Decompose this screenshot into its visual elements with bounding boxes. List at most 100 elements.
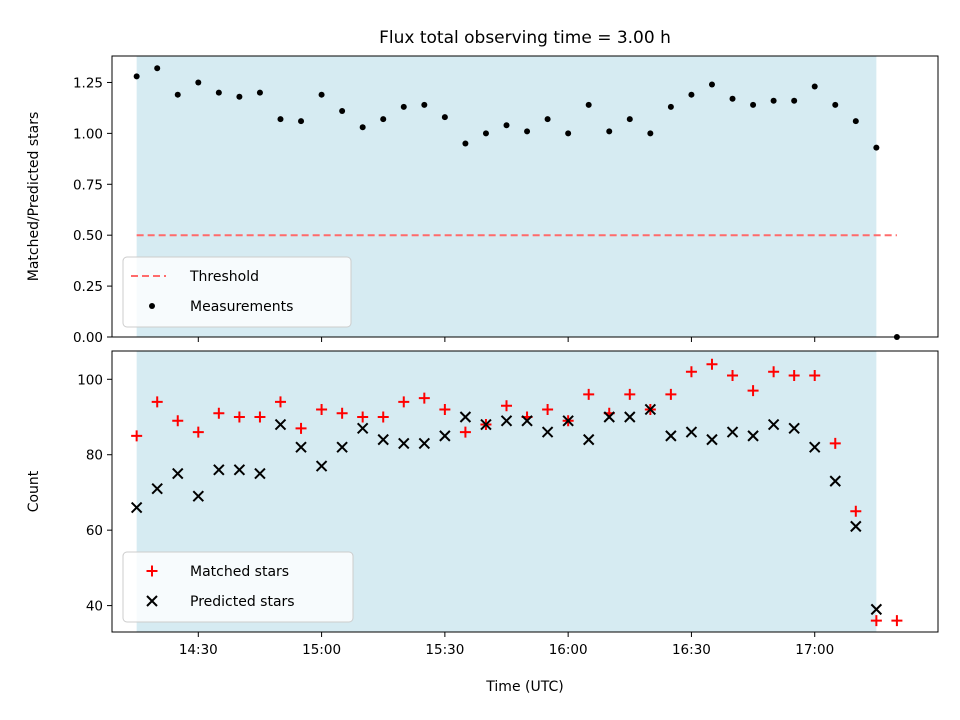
matched-star-point: [459, 426, 471, 438]
predicted-star-point: [295, 441, 307, 453]
measurement-point: [791, 97, 798, 104]
predicted-star-point: [459, 411, 472, 423]
chart-title: Flux total observing time = 3.00 h: [379, 28, 671, 48]
x-axis-label: Time (UTC): [485, 679, 563, 695]
measurement-point: [421, 101, 428, 108]
predicted-star-point: [151, 482, 163, 495]
predicted-star-point: [418, 437, 431, 450]
predicted-star-point: [809, 441, 821, 453]
matched-star-point: [747, 385, 759, 397]
legend: Matched stars Predicted stars: [122, 551, 354, 623]
y-axis-label: Count: [26, 470, 42, 512]
matched-star-point: [151, 396, 163, 408]
legend-predicted-swatch: [146, 595, 158, 607]
predicted-star-point: [624, 411, 636, 423]
measurement-point: [626, 116, 633, 123]
matched-star-point: [131, 430, 143, 442]
legend-label: Threshold: [189, 269, 259, 285]
measurement-point: [215, 89, 222, 96]
measurement-point: [133, 73, 140, 80]
legend-box: [122, 256, 352, 328]
measurement-point: [852, 118, 859, 125]
matched-star-point: [233, 411, 245, 423]
measurement-point: [544, 116, 551, 123]
legend-box: [122, 551, 354, 623]
measurement-point: [462, 140, 469, 147]
matched-star-point: [768, 366, 780, 378]
measurement-point: [750, 101, 757, 108]
x-tick-label: 16:00: [549, 642, 588, 658]
predicted-star-point: [562, 415, 574, 427]
predicted-star-point: [726, 426, 739, 438]
y-tick-label: 0.50: [73, 228, 103, 244]
measurement-point: [873, 144, 880, 151]
measurement-point: [359, 124, 366, 131]
predicted-star-point: [336, 441, 348, 453]
measurement-point: [195, 79, 202, 86]
y-tick-label: 40: [86, 599, 103, 615]
predicted-star-point: [130, 501, 143, 514]
plot-frame: [111, 350, 939, 633]
measurement-point: [380, 116, 387, 123]
predicted-star-point: [582, 433, 595, 446]
measurement-point: [770, 97, 777, 104]
measurement-point: [339, 107, 346, 114]
measurement-point: [585, 101, 592, 108]
matched-star-point: [172, 415, 184, 427]
y-tick-label: 80: [86, 448, 103, 464]
count-panel: 14:30 15:00 15:30 16:00 16:30 17:00 40 60 80 100 C…: [26, 350, 939, 658]
predicted-star-point: [788, 422, 800, 435]
y-tick-label: 100: [77, 372, 103, 388]
matched-star-point: [213, 407, 225, 419]
measurement-point: [318, 91, 325, 98]
matched-star-point: [624, 388, 636, 400]
matched-star-point: [357, 411, 369, 423]
measurement-point: [503, 122, 510, 129]
matched-star-point: [891, 615, 903, 627]
predicted-star-point: [685, 426, 698, 438]
legend-label: Matched stars: [190, 564, 289, 580]
matched-star-point: [809, 370, 821, 382]
predicted-star-point: [356, 422, 369, 435]
predicted-star-point: [274, 418, 287, 431]
matched-star-point: [685, 366, 697, 378]
predicted-star-point: [315, 460, 328, 472]
legend-measurement-swatch: [149, 303, 155, 309]
matched-star-point: [829, 437, 841, 449]
y-tick-label: 0.25: [73, 279, 103, 295]
matched-star-point: [706, 358, 718, 370]
predicted-star-point: [521, 415, 533, 427]
measurement-point: [441, 114, 448, 121]
measurement-point: [400, 103, 407, 110]
matched-star-point: [665, 388, 677, 400]
matched-star-point: [583, 388, 595, 400]
predicted-star-point: [850, 520, 862, 533]
measurement-point: [482, 130, 489, 137]
measurement-point: [565, 130, 572, 137]
measurement-point: [256, 89, 263, 96]
matched-star-point: [788, 370, 800, 382]
legend: Threshold Measurements: [122, 256, 352, 328]
measurement-point: [236, 93, 243, 100]
y-tick-label: 60: [86, 523, 103, 539]
plot-frame: [111, 55, 939, 338]
x-tick-label: 16:30: [672, 642, 711, 658]
measurement-point: [154, 65, 161, 72]
matched-star-point: [254, 411, 266, 423]
measurement-point: [174, 91, 181, 98]
y-tick-label: 1.25: [73, 75, 103, 91]
predicted-star-point: [172, 467, 184, 480]
predicted-star-point: [665, 430, 677, 442]
predicted-star-point: [192, 490, 205, 502]
predicted-star-point: [213, 464, 225, 476]
predicted-star-point: [541, 426, 554, 438]
matched-star-point: [274, 396, 286, 408]
matched-star-point: [398, 396, 410, 408]
measurement-point: [524, 128, 531, 135]
ratio-panel: 0.00 0.25 0.50 0.75 1.00 1.25 Matched/Predicte…: [26, 55, 939, 346]
matched-star-point: [727, 370, 739, 382]
matched-star-point: [418, 392, 430, 404]
predicted-star-point: [254, 467, 266, 480]
predicted-star-point: [480, 418, 492, 431]
